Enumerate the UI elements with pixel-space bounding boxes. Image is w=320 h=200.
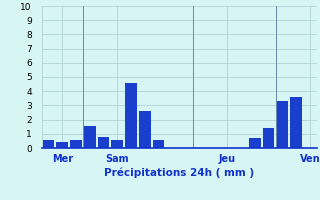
Bar [139, 111, 151, 148]
Bar [276, 101, 288, 148]
Bar [263, 128, 275, 148]
X-axis label: Précipitations 24h ( mm ): Précipitations 24h ( mm ) [104, 167, 254, 178]
Bar [84, 126, 96, 148]
Bar [56, 142, 68, 148]
Bar [111, 140, 123, 148]
Bar [98, 137, 109, 148]
Bar [43, 140, 54, 148]
Bar [153, 140, 164, 148]
Bar [290, 97, 302, 148]
Bar [125, 83, 137, 148]
Bar [70, 140, 82, 148]
Bar [249, 138, 261, 148]
